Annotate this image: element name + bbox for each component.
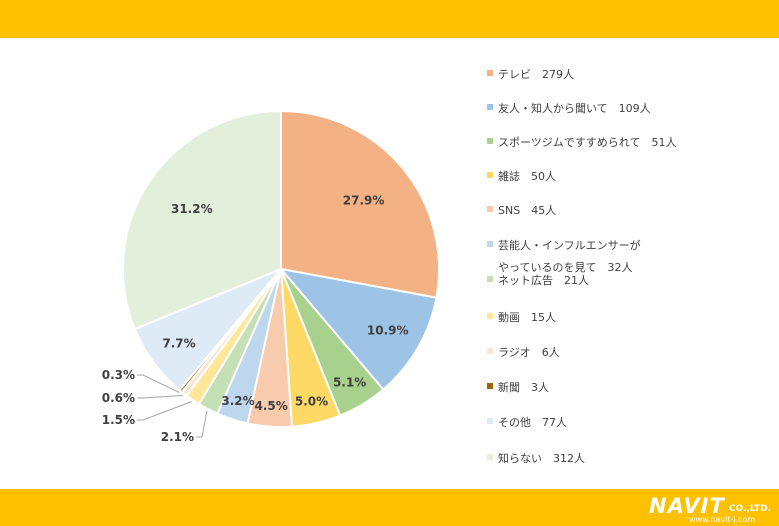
leader-line-7 [137,401,192,421]
chart-area: 27.9% 10.9% 5.1% 5.0% 4.5% 3.2% 7.7% 31.2% 0.3% 0… [0,38,779,489]
navit-logo: NAVIT CO.,LTD. www.navit-j.com [649,494,771,524]
legend-label-4: SNS 45人 [498,204,556,217]
leader-line-6 [196,410,208,438]
legend-swatch-2 [487,138,493,144]
legend-swatch-0 [487,70,493,76]
legend-swatch-5 [487,241,493,247]
legend-label-11: 知らない 312人 [498,451,585,465]
pie-slice-1 [278,267,438,391]
data-label-3: 5.0% [295,394,328,408]
legend-label-9: 新聞 3人 [498,380,549,394]
legend-swatch-10 [487,418,493,424]
legend-swatch-4 [487,206,493,212]
leader-line-8 [137,394,183,399]
data-label-6: 2.1% [161,430,194,444]
pie-slice-11 [122,109,282,331]
data-label-7: 1.5% [102,413,135,427]
logo-suffix-text: CO.,LTD. [729,504,771,514]
legend-label-2: スポーツジムですすめられて 51人 [498,136,676,149]
data-label-10: 7.7% [162,337,195,351]
legend-swatch-9 [487,383,493,389]
legend-swatch-11 [487,454,493,460]
leader-line-9 [137,374,180,394]
logo-url-text: www.navit-j.com [689,515,755,524]
legend-label-1: 友人・知人から聞いて 109人 [498,101,651,115]
pie-chart: 27.9% 10.9% 5.1% 5.0% 4.5%3.2% 7.7% 31.2% 0.3% 0… [102,68,677,465]
legend-label-8: ラジオ 6人 [498,346,560,359]
legend-swatch-6 [487,276,493,282]
legend-label-10: その他 77人 [498,416,567,429]
logo-brand-text: NAVIT [649,494,725,518]
legend-label-3: 雑誌 50人 [498,169,556,183]
legend-swatch-8 [487,348,493,354]
pie-slice-0 [280,109,440,299]
top-banner [0,0,779,38]
legend-label-6: ネット広告 21人 [498,274,589,287]
data-label-2: 5.1% [333,376,366,390]
legend-label-5: 芸能人・インフルエンサーが [498,238,641,252]
data-label-11: 31.2% [171,202,213,216]
legend-label-5-line2: やっているのを見て 32人 [498,261,632,274]
data-label-4: 4.5% [254,399,287,413]
legend-swatch-7 [487,313,493,319]
data-label-9: 0.3% [102,368,135,382]
legend-swatch-1 [487,104,493,110]
legend-label-7: 動画 15人 [498,310,556,324]
bottom-banner [0,489,779,526]
data-label-5: 3.2% [221,394,254,408]
data-label-1: 10.9% [367,324,409,338]
data-label-8: 0.6% [102,391,135,405]
legend-label-0: テレビ 279人 [498,68,574,81]
legend-swatch-3 [487,172,493,178]
data-label-0: 27.9% [343,193,385,207]
